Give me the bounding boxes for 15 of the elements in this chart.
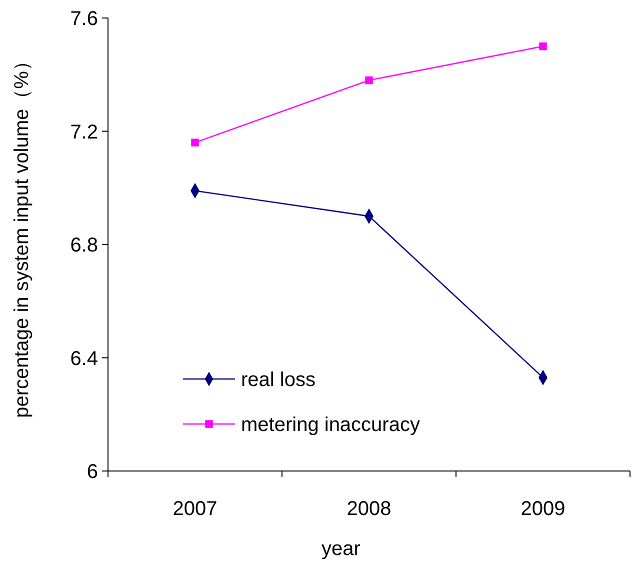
point — [539, 42, 547, 50]
legend-label: real loss — [241, 369, 316, 391]
point — [365, 76, 373, 84]
y-tick-label: 6.8 — [70, 234, 98, 256]
x-tick-label: 2007 — [172, 498, 218, 520]
y-tick-label: 6 — [86, 461, 98, 483]
y-axis-title: percentage in system input volume（%） — [11, 51, 33, 418]
y-tick-label: 6.4 — [70, 348, 98, 370]
point — [191, 138, 199, 146]
legend-label: metering inaccuracy — [241, 414, 420, 436]
y-tick-label: 7.6 — [70, 8, 98, 30]
x-tick-label: 2009 — [520, 498, 566, 520]
x-axis-title: year — [322, 538, 361, 560]
x-tick-label: 2008 — [346, 498, 392, 520]
y-tick-label: 7.2 — [70, 121, 98, 144]
